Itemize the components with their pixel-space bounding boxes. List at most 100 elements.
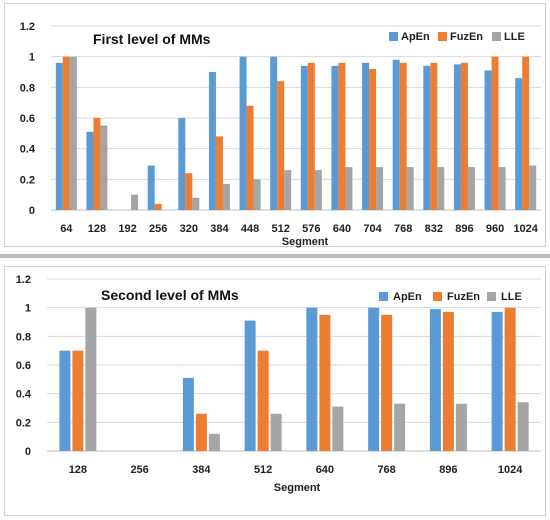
bar-lle (100, 125, 108, 210)
x-tick-label: 256 (130, 464, 148, 476)
y-tick-label: 0.6 (20, 113, 35, 125)
x-tick-label: 384 (192, 464, 211, 476)
bar-lle (131, 194, 139, 210)
x-tick-label: 320 (180, 223, 198, 235)
legend-swatch-fuzen (438, 32, 447, 41)
bar-lle (270, 413, 282, 451)
bar-apen (208, 72, 216, 210)
chart-second-level: 0 0.2 0.4 0.6 0.8 1 1.2 128 256 384 512 640 768 896 10… (16, 274, 541, 494)
bar-fuzen (154, 203, 162, 210)
bar-fuzen (338, 62, 346, 210)
bar-lle (314, 170, 322, 210)
bar-apen (331, 65, 339, 210)
bar-apen (453, 64, 461, 210)
bar-fuzen (319, 314, 331, 451)
bar-fuzen (460, 62, 468, 210)
bar-apen (515, 78, 523, 210)
bar-fuzen (504, 307, 516, 451)
bar-fuzen (369, 68, 377, 210)
bar-apen (182, 377, 194, 451)
bar-fuzen (246, 105, 254, 210)
bar-apen (270, 56, 278, 210)
y-tick-label: 1.2 (16, 274, 31, 286)
y-tick-label: 0.6 (16, 360, 31, 372)
bar-fuzen (522, 56, 530, 210)
bar-apen (368, 307, 380, 451)
bar-apen (491, 311, 503, 451)
bar-fuzen (277, 81, 285, 210)
bar-apen (306, 307, 318, 451)
x-tick-label: 256 (149, 223, 167, 235)
y-tick-label: 0.2 (20, 174, 35, 186)
chart-panel-second-level: 0 0.2 0.4 0.6 0.8 1 1.2 128 256 384 512 640 768 896 10… (4, 266, 546, 516)
x-tick-label: 1024 (513, 223, 538, 235)
legend-label-fuzen: FuzEn (450, 31, 483, 43)
bar-apen (362, 62, 370, 210)
y-tick-label: 0.8 (20, 82, 35, 94)
chart-panel-first-level: 0 0.2 0.4 0.6 0.8 1 1.2 64 128 192 256 320 384 448 512… (4, 3, 546, 248)
x-tick-label: 768 (394, 223, 412, 235)
bar-fuzen (62, 56, 70, 210)
chart-title: First level of MMs (93, 31, 211, 47)
x-tick-label: 768 (377, 464, 395, 476)
x-axis-label: Segment (282, 236, 329, 248)
legend-label-lle: LLE (501, 291, 522, 303)
legend-label-lle: LLE (504, 31, 525, 43)
bar-apen (59, 350, 71, 451)
bar-fuzen (93, 118, 101, 210)
bar-fuzen (185, 173, 193, 210)
bar-lle (208, 433, 220, 451)
bar-fuzen (430, 62, 438, 210)
y-tick-label: 0.4 (16, 389, 32, 401)
bar-apen (484, 70, 492, 210)
bar-fuzen (257, 350, 269, 451)
bar-lle (69, 56, 77, 210)
chart-title: Second level of MMs (101, 287, 239, 303)
bar-lle (437, 167, 445, 210)
bar-apen (86, 131, 94, 210)
bar-apen (55, 62, 63, 210)
bar-lle (332, 406, 344, 451)
x-tick-label: 960 (486, 223, 504, 235)
bar-lle (467, 167, 475, 210)
bar-fuzen (491, 56, 499, 210)
x-tick-label: 384 (210, 223, 229, 235)
bar-fuzen (215, 136, 223, 210)
legend-swatch-fuzen (433, 292, 442, 301)
x-tick-label: 1024 (498, 464, 523, 476)
chart-first-level: 0 0.2 0.4 0.6 0.8 1 1.2 64 128 192 256 320 384 448 512… (20, 21, 541, 248)
bar-lle (192, 197, 200, 210)
legend-swatch-apen (389, 32, 398, 41)
bar-lle (394, 403, 406, 451)
x-tick-label: 896 (455, 223, 473, 235)
bar-apen (178, 118, 186, 210)
bar-fuzen (307, 62, 315, 210)
bar-lle (406, 167, 414, 210)
bar-lle (529, 165, 537, 210)
y-tick-label: 1 (25, 303, 31, 315)
x-tick-label: 448 (241, 223, 259, 235)
bar-apen (244, 320, 256, 451)
bar-fuzen (442, 311, 454, 451)
x-tick-label: 128 (69, 464, 87, 476)
y-tick-label: 0 (29, 205, 35, 217)
bar-lle (284, 170, 292, 210)
x-tick-label: 832 (425, 223, 443, 235)
legend-label-apen: ApEn (393, 291, 422, 303)
x-axis-label: Segment (274, 482, 321, 494)
bar-lle (345, 167, 353, 210)
legend-swatch-apen (379, 292, 388, 301)
x-tick-label: 640 (333, 223, 351, 235)
bar-lle (85, 307, 97, 451)
bar-apen (300, 65, 308, 210)
bar-apen (239, 56, 247, 210)
y-tick-label: 0.4 (20, 144, 36, 156)
bar-lle (455, 403, 467, 451)
bar-fuzen (72, 350, 84, 451)
x-tick-label: 896 (439, 464, 457, 476)
bar-fuzen (381, 314, 393, 451)
x-tick-label: 512 (254, 464, 272, 476)
legend-swatch-lle (492, 32, 501, 41)
legend-label-apen: ApEn (401, 31, 430, 43)
y-tick-label: 1.2 (20, 21, 35, 33)
